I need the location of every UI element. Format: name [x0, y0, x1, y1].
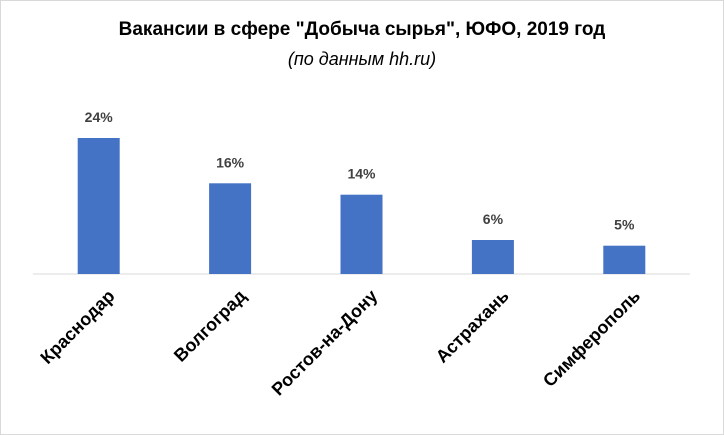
- category-label: Волгоград: [170, 285, 250, 365]
- category-label: Симферополь: [539, 286, 644, 391]
- bar: [340, 194, 383, 274]
- bar: [603, 245, 646, 274]
- category-label: Ростов-на-Дону: [268, 286, 382, 400]
- data-label: 14%: [347, 166, 376, 182]
- chart-title: Вакансии в сфере "Добыча сырья", ЮФО, 20…: [118, 19, 606, 40]
- chart-subtitle: (по данным hh.ru): [287, 49, 437, 69]
- data-label: 6%: [483, 211, 504, 227]
- data-label: 24%: [85, 109, 114, 125]
- bar: [471, 240, 514, 274]
- data-label: 16%: [216, 154, 245, 170]
- data-label: 5%: [614, 217, 635, 233]
- category-label: Краснодар: [36, 286, 118, 368]
- category-label: Астрахань: [432, 286, 513, 367]
- bar: [77, 138, 120, 274]
- bar: [209, 183, 252, 274]
